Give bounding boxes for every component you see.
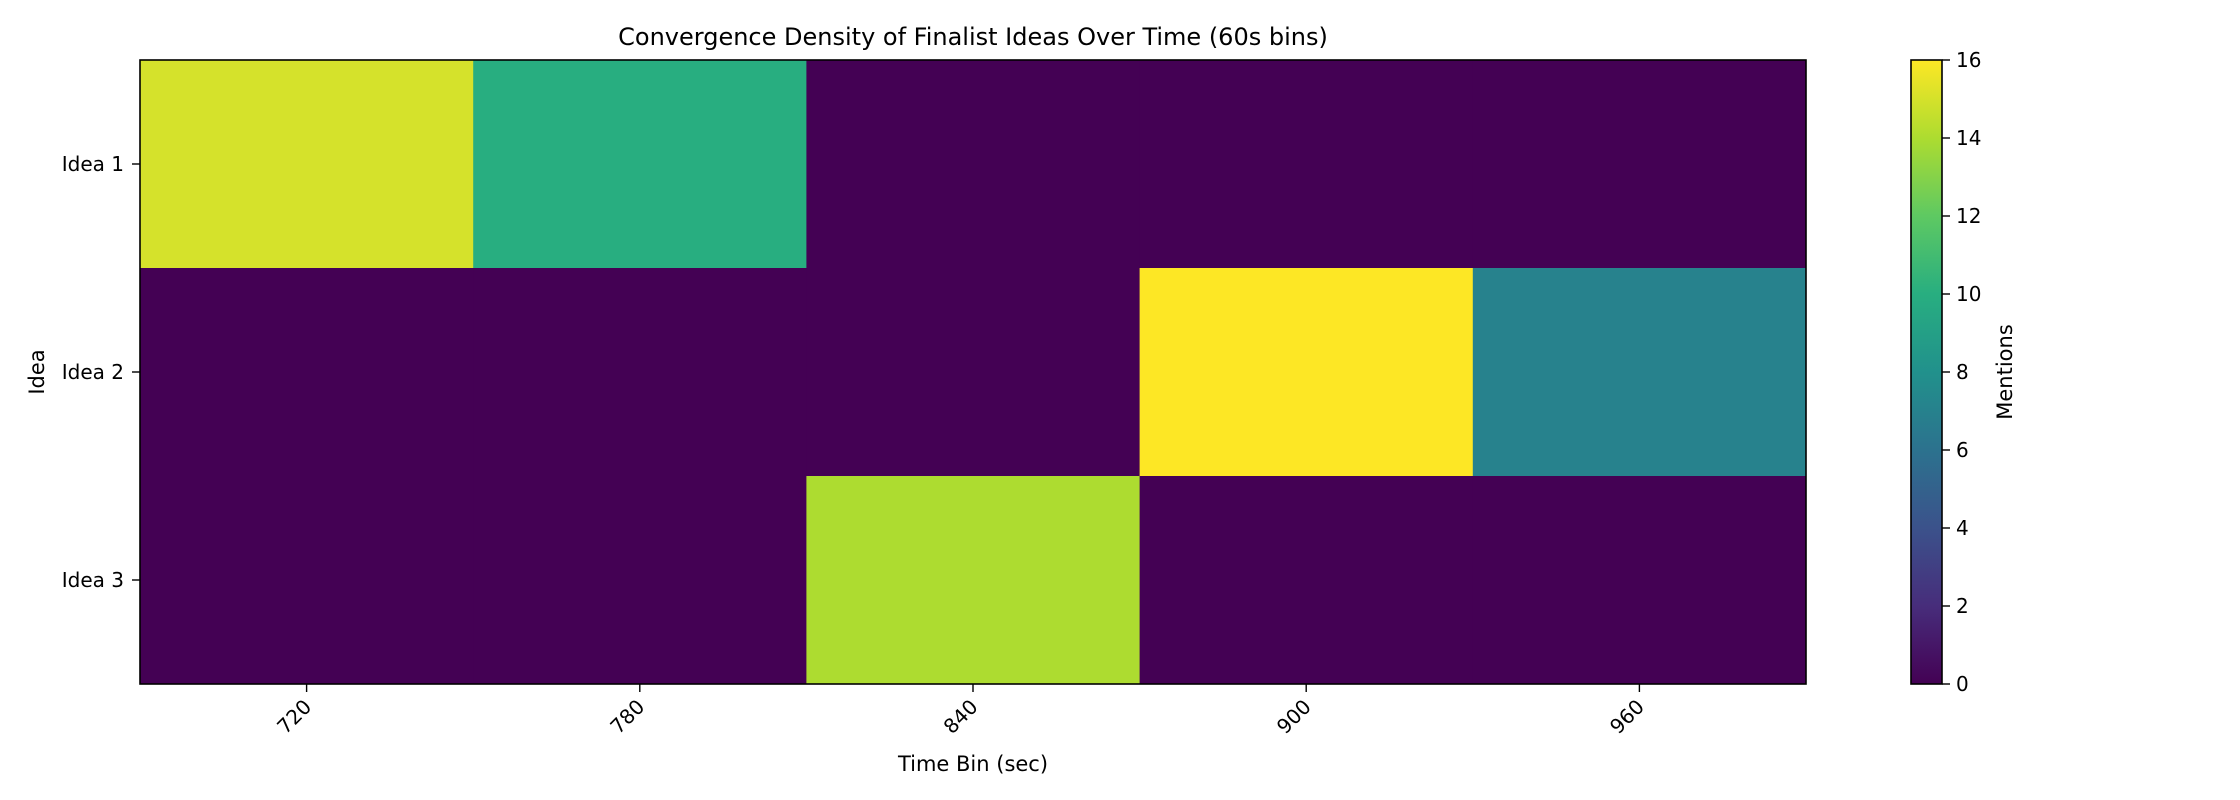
y-tick-label: Idea 1 xyxy=(62,152,124,176)
heatmap-cell-1-2 xyxy=(473,60,807,269)
colorbar-tick-label: 14 xyxy=(1956,126,1981,150)
colorbar-tick-label: 4 xyxy=(1956,516,1969,540)
colorbar-tick-label: 16 xyxy=(1956,48,1981,72)
heatmap-cell-2-3 xyxy=(806,268,1141,477)
y-tick-label: Idea 2 xyxy=(62,360,124,384)
colorbar-ticks: 0 2 4 6 8 10 12 14 16 xyxy=(1942,48,1981,696)
heatmap-cell-1-4 xyxy=(1139,60,1474,269)
colorbar xyxy=(1910,59,1943,685)
x-tick-label: 840 xyxy=(939,695,983,739)
colorbar-label: Mentions xyxy=(1993,324,2017,420)
colorbar-tick-label: 6 xyxy=(1956,438,1969,462)
colorbar-tick-label: 2 xyxy=(1956,594,1969,618)
y-tick-label: Idea 3 xyxy=(62,568,124,592)
y-axis-label: Idea xyxy=(25,349,49,394)
chart-title: Convergence Density of Finalist Ideas Ov… xyxy=(618,23,1328,51)
colorbar-tick-label: 0 xyxy=(1956,672,1969,696)
colorbar-tick-label: 10 xyxy=(1956,282,1981,306)
colorbar-tick-label: 12 xyxy=(1956,204,1981,228)
heatmap-cell-3-1 xyxy=(140,476,474,685)
y-axis-ticks: Idea 1 Idea 2 Idea 3 xyxy=(62,152,140,592)
x-tick-label: 720 xyxy=(272,695,316,739)
x-axis-label: Time Bin (sec) xyxy=(897,752,1048,776)
heatmap-cell-1-3 xyxy=(806,60,1141,269)
x-tick-label: 960 xyxy=(1605,695,1649,739)
heatmap-cells xyxy=(140,60,1807,685)
heatmap-cell-2-2 xyxy=(473,268,807,477)
x-tick-label: 900 xyxy=(1272,695,1316,739)
heatmap-cell-1-1 xyxy=(140,60,474,269)
heatmap-cell-3-3 xyxy=(806,476,1141,685)
colorbar-tick-label: 8 xyxy=(1956,360,1969,384)
heatmap-cell-1-5 xyxy=(1472,60,1807,269)
x-axis-ticks: 720 780 840 900 960 xyxy=(272,684,1649,739)
heatmap-cell-2-1 xyxy=(140,268,474,477)
heatmap-cell-3-4 xyxy=(1139,476,1474,685)
heatmap-cell-2-5 xyxy=(1472,268,1807,477)
x-tick-label: 780 xyxy=(605,695,649,739)
heatmap-cell-3-2 xyxy=(473,476,807,685)
heatmap-cell-3-5 xyxy=(1472,476,1807,685)
heatmap-cell-2-4 xyxy=(1139,268,1474,477)
